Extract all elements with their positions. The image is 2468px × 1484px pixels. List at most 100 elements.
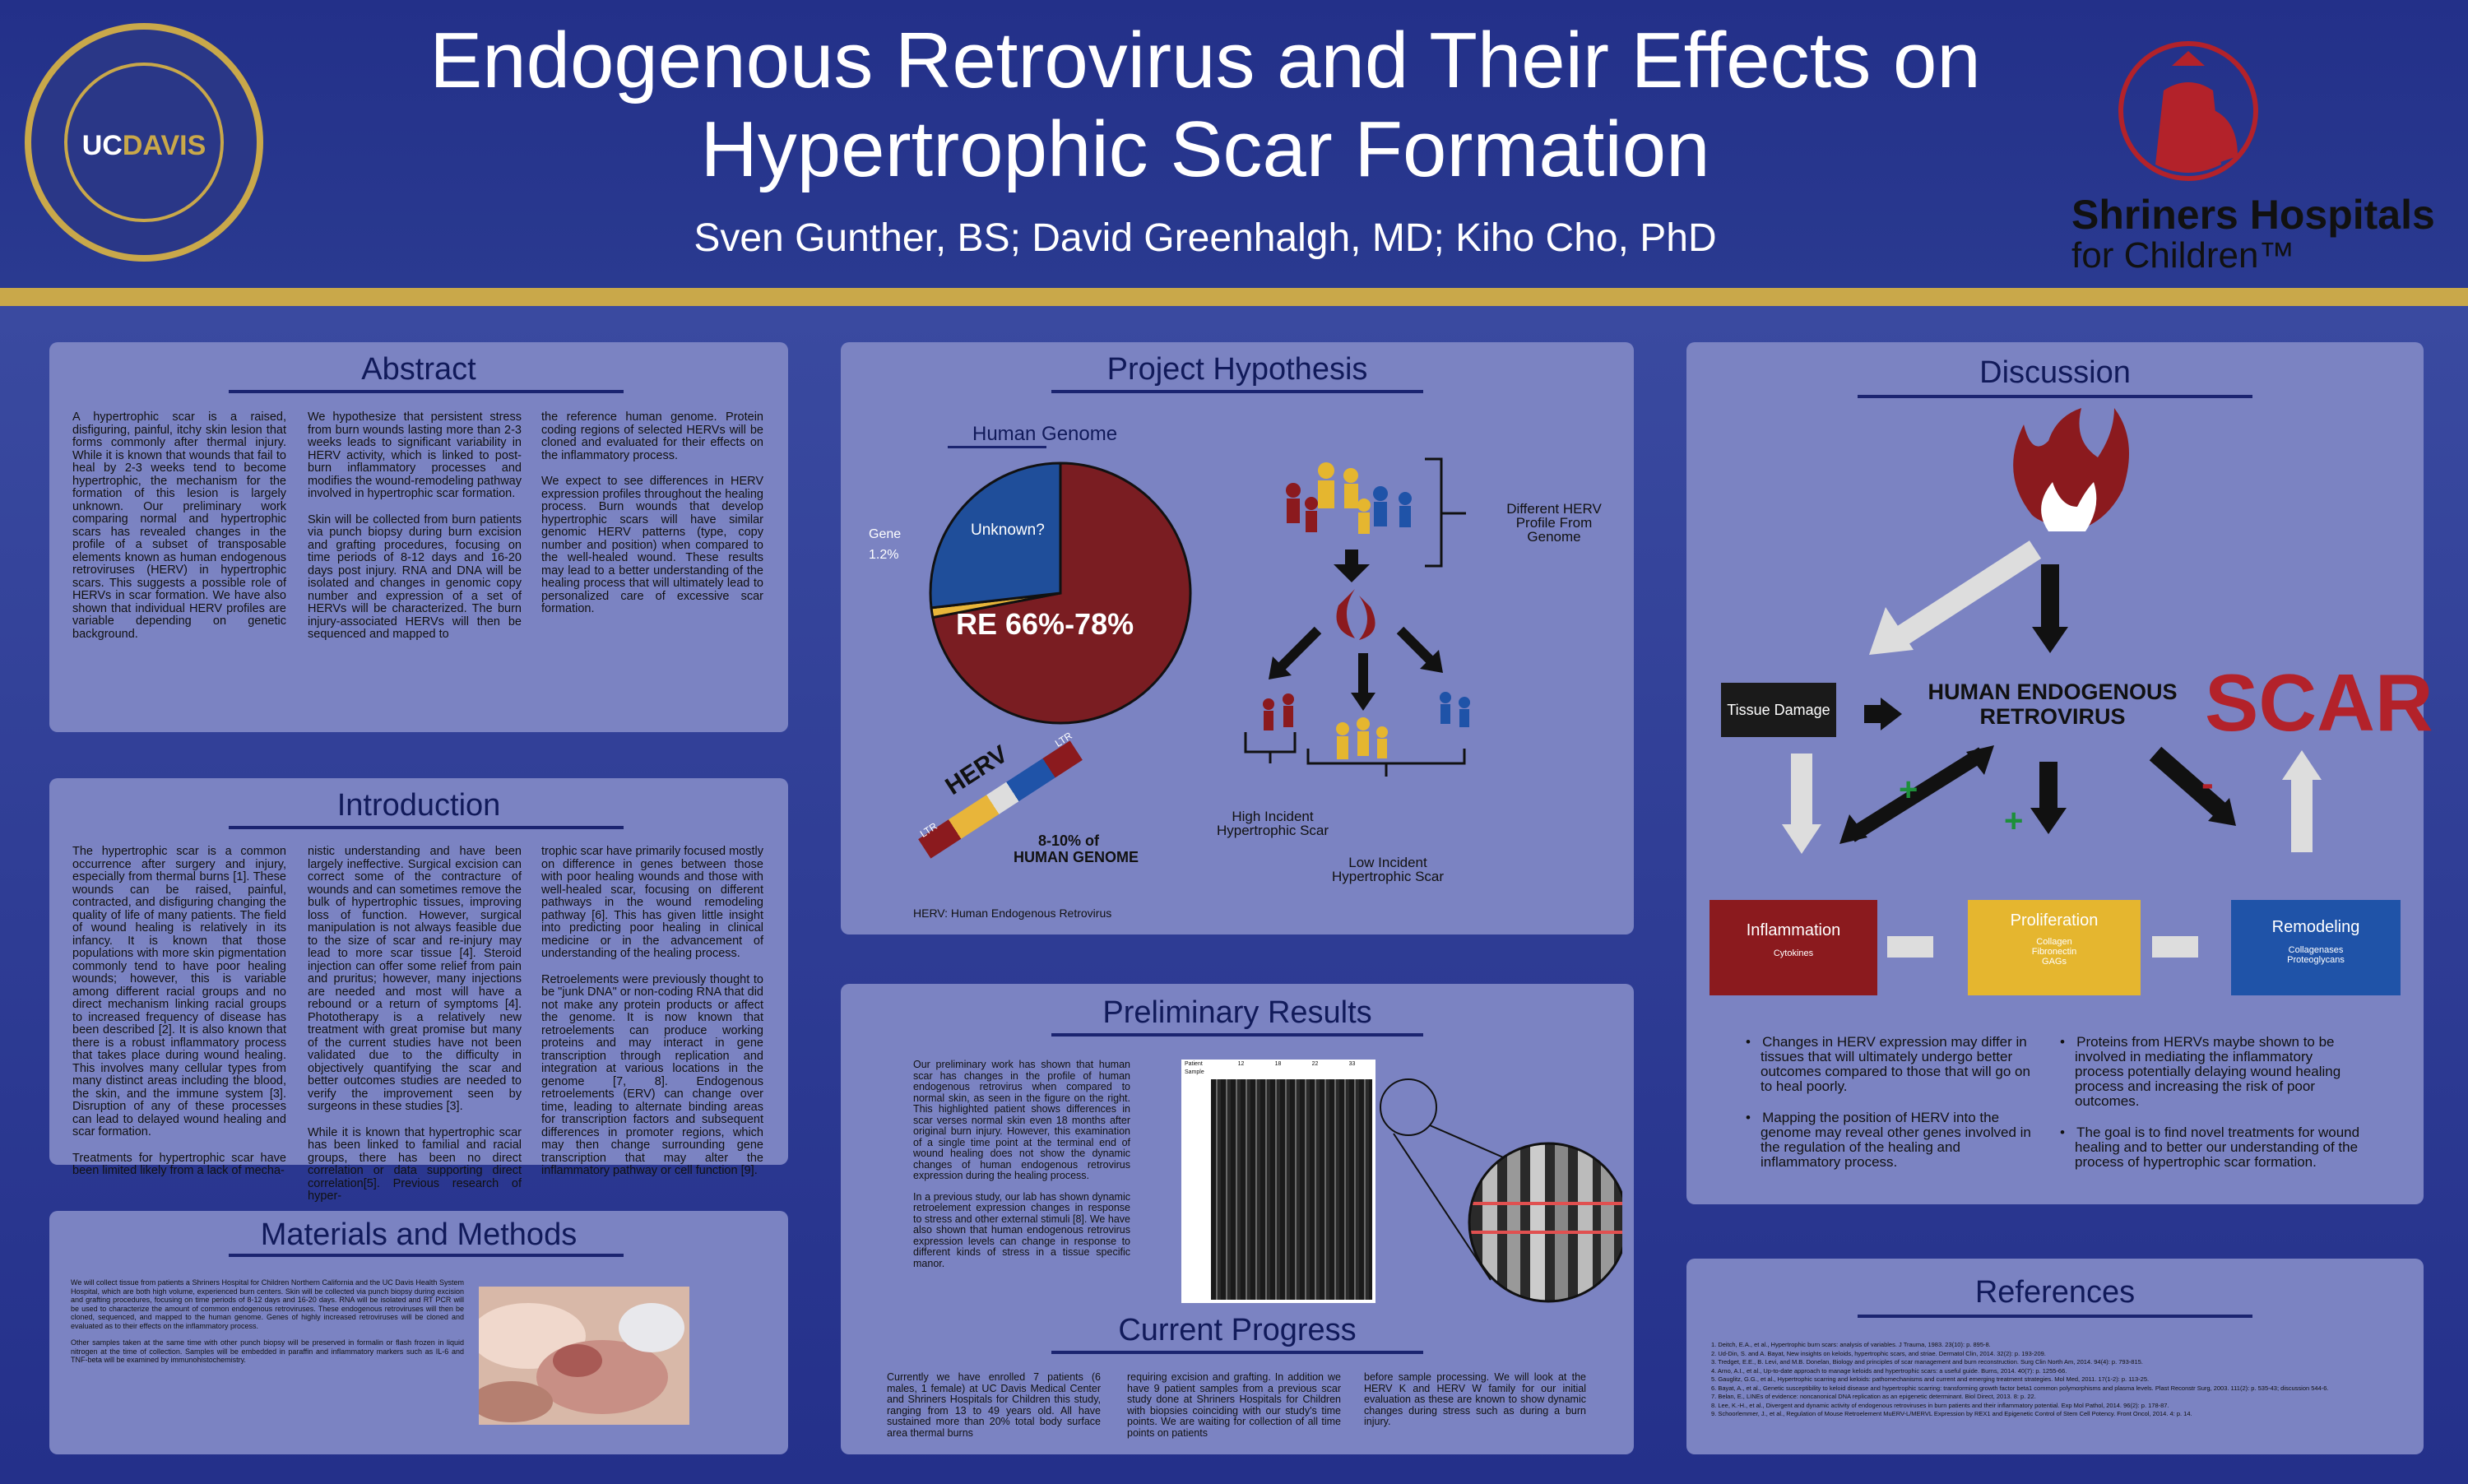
low-incident-label: Low Incident Hypertrophic Scar (1331, 855, 1445, 884)
abstract-title: Abstract (361, 352, 476, 387)
hypothesis-underline (1051, 390, 1423, 393)
references-underline (1858, 1315, 2252, 1318)
ucdavis-seal-logo: UCDAVIS (25, 23, 263, 262)
progress-col3: before sample processing. We will look a… (1364, 1371, 1586, 1427)
herv-percent-line2: HUMAN GENOME (1014, 849, 1139, 865)
discussion-title: Discussion (1979, 355, 2131, 390)
methods-underline (229, 1254, 624, 1257)
abstract-panel: Abstract A hypertrophic scar is a raised… (49, 342, 788, 732)
methods-p2: Other samples taken at the same time wit… (71, 1338, 464, 1364)
discussion-panel: Discussion Tissue Damage HUMAN ENDOGENOU… (1686, 342, 2433, 1204)
methods-title: Materials and Methods (260, 1217, 578, 1252)
results-p2: In a previous study, our lab has shown d… (913, 1190, 1130, 1269)
introduction-col3: trophic scar have primarily focused most… (541, 845, 763, 1178)
pie-slice (929, 461, 1062, 610)
herv-percent-line1: 8-10% of (1038, 832, 1100, 849)
introduction-col3-p2: Retroelements were previously thought to… (541, 972, 763, 1177)
hypothesis-title: Project Hypothesis (1106, 352, 1368, 387)
methods-text: We will collect tissue from patients a S… (71, 1278, 464, 1365)
reference-item: 9. Schoorlemmer, J., et al., Regulation … (1711, 1410, 2192, 1417)
results-p1: Our preliminary work has shown that huma… (913, 1059, 1130, 1181)
introduction-col3-p1: trophic scar have primarily focused most… (541, 845, 763, 960)
gel-lane-labels: 12 18 22 33 (1222, 1061, 1371, 1067)
abstract-col2: We hypothesize that persistent stress fr… (308, 410, 522, 642)
arrow-proliferation-remodeling (2152, 936, 2198, 958)
herv-caption: HERV: Human Endogenous Retrovirus (913, 907, 1112, 920)
abstract-col2-p2: Skin will be collected from burn patient… (308, 512, 522, 641)
reference-item: 6. Bayat, A., et al., Genetic susceptibi… (1711, 1384, 2329, 1392)
seal-wordmark: UCDAVIS (31, 130, 257, 162)
references-title: References (1974, 1275, 2136, 1310)
minus-sign: - (2201, 763, 2214, 804)
gel-lane-label: 12 (1237, 1061, 1245, 1067)
pie-label-re: RE 66%-78% (956, 607, 1134, 641)
gel-lane-label: 18 (1274, 1061, 1282, 1067)
introduction-col2-p2: While it is known that hypertrophic scar… (308, 1125, 522, 1203)
shriners-name: Shriners Hospitals (2071, 192, 2435, 238)
introduction-col2: nistic understanding and have been large… (308, 845, 522, 1203)
genome-pie-chart (929, 461, 1192, 725)
proliferation-title: Proliferation (2010, 911, 2099, 930)
proliferation-sub2: Fibronectin (2031, 947, 2077, 957)
seal-uc-text: UC (81, 130, 123, 161)
herv-center-line1: HUMAN ENDOGENOUS (1928, 679, 2178, 704)
reference-item: 5. Gauglitz, G.G., et al., Hypertrophic … (1711, 1375, 2150, 1383)
results-panel: Preliminary Results Our preliminary work… (841, 984, 1634, 1454)
introduction-panel: Introduction The hypertrophic scar is a … (49, 778, 788, 1203)
abstract-col3-p2: We expect to see differences in HERV exp… (541, 475, 763, 615)
gel-sample-label: Sample (1185, 1069, 1204, 1075)
gel-zoom-callout (1380, 1078, 1622, 1303)
remodeling-sub1: Collagenases (2288, 945, 2344, 955)
herv-center-line2: RETROVIRUS (1979, 704, 2126, 729)
pie-title-underline (948, 446, 1046, 448)
gold-divider (0, 288, 2468, 306)
pie-label-gene: Gene (869, 527, 902, 541)
proliferation-box: Proliferation Collagen Fibronectin GAGs (1968, 900, 2141, 995)
shriners-subtitle: for Children™ (2071, 235, 2295, 276)
methods-panel: Materials and Methods We will collect ti… (49, 1211, 788, 1454)
inflammation-box: Inflammation Cytokines (1710, 900, 1877, 995)
progress-title: Current Progress (1118, 1313, 1357, 1347)
pie-label-gene-value: 1.2% (869, 548, 899, 562)
proliferation-sub1: Collagen (2036, 937, 2072, 947)
pie-title: Human Genome (972, 423, 1118, 445)
herv-percent: 8-10% of HUMAN GENOME (1014, 832, 1139, 865)
results-text: Our preliminary work has shown that huma… (913, 1059, 1130, 1269)
discussion-bullet: Proteins from HERVs maybe shown to be in… (2075, 1034, 2341, 1109)
methods-p1: We will collect tissue from patients a S… (71, 1278, 464, 1330)
discussion-bullet: Mapping the position of HERV into the ge… (1761, 1110, 2031, 1170)
introduction-col1-p1: The hypertrophic scar is a common occurr… (72, 845, 286, 1139)
gel-lane-label: 22 (1311, 1061, 1319, 1067)
discussion-bullets-right: • Proteins from HERVs maybe shown to be … (2060, 1034, 2360, 1170)
remodeling-title: Remodeling (2271, 918, 2360, 936)
herv-element-graphic: LTR LTR HERV (916, 730, 1083, 895)
header-banner (0, 0, 2468, 288)
introduction-col2-p1: nistic understanding and have been large… (308, 845, 522, 1113)
burn-patient-photo (479, 1287, 689, 1425)
reference-item: 3. Tredget, E.E., B. Levi, and M.B. Done… (1711, 1358, 2143, 1366)
references-panel: References 1. Deitch, E.A., et al., Hype… (1686, 1259, 2424, 1454)
introduction-underline (229, 826, 624, 829)
authors: Sven Gunther, BS; David Greenhalgh, MD; … (694, 216, 1717, 260)
herv-profile-diagram (1244, 457, 1470, 777)
remodeling-sub2: Proteoglycans (2287, 955, 2345, 965)
gel-figure: Patient Sample 12 18 22 33 (1181, 1060, 1375, 1303)
seal-davis-text: DAVIS (122, 130, 206, 161)
shriners-logo: Shriners Hospitals for Children™ (2065, 33, 2460, 280)
reference-item: 7. Belan, E., LINEs of evidence: noncano… (1711, 1393, 2036, 1400)
arrow-inflammation-proliferation (1887, 936, 1933, 958)
profile-label: Different HERV Profile From Genome (1506, 501, 1602, 545)
progress-col1: Currently we have enrolled 7 patients (6… (887, 1371, 1101, 1439)
results-title: Preliminary Results (1102, 995, 1372, 1030)
poster-title: Endogenous Retrovirus and Their Effects … (296, 16, 2114, 194)
discussion-bullets-left: • Changes in HERV expression may differ … (1746, 1034, 2031, 1170)
reference-item: 1. Deitch, E.A., et al., Hypertrophic bu… (1711, 1341, 1991, 1348)
references-list: 1. Deitch, E.A., et al., Hypertrophic bu… (1711, 1341, 2386, 1419)
discussion-underline (1858, 395, 2252, 398)
progress-col2: requiring excision and grafting. In addi… (1127, 1371, 1341, 1439)
discussion-bullet: Changes in HERV expression may differ in… (1761, 1034, 2030, 1094)
herv-center-label: HUMAN ENDOGENOUS RETROVIRUS (1917, 679, 2188, 729)
introduction-col1: The hypertrophic scar is a common occurr… (72, 845, 286, 1178)
inflammation-title: Inflammation (1746, 921, 1841, 939)
hypothesis-panel: Project Hypothesis Human Genome Unknown?… (841, 342, 1634, 934)
